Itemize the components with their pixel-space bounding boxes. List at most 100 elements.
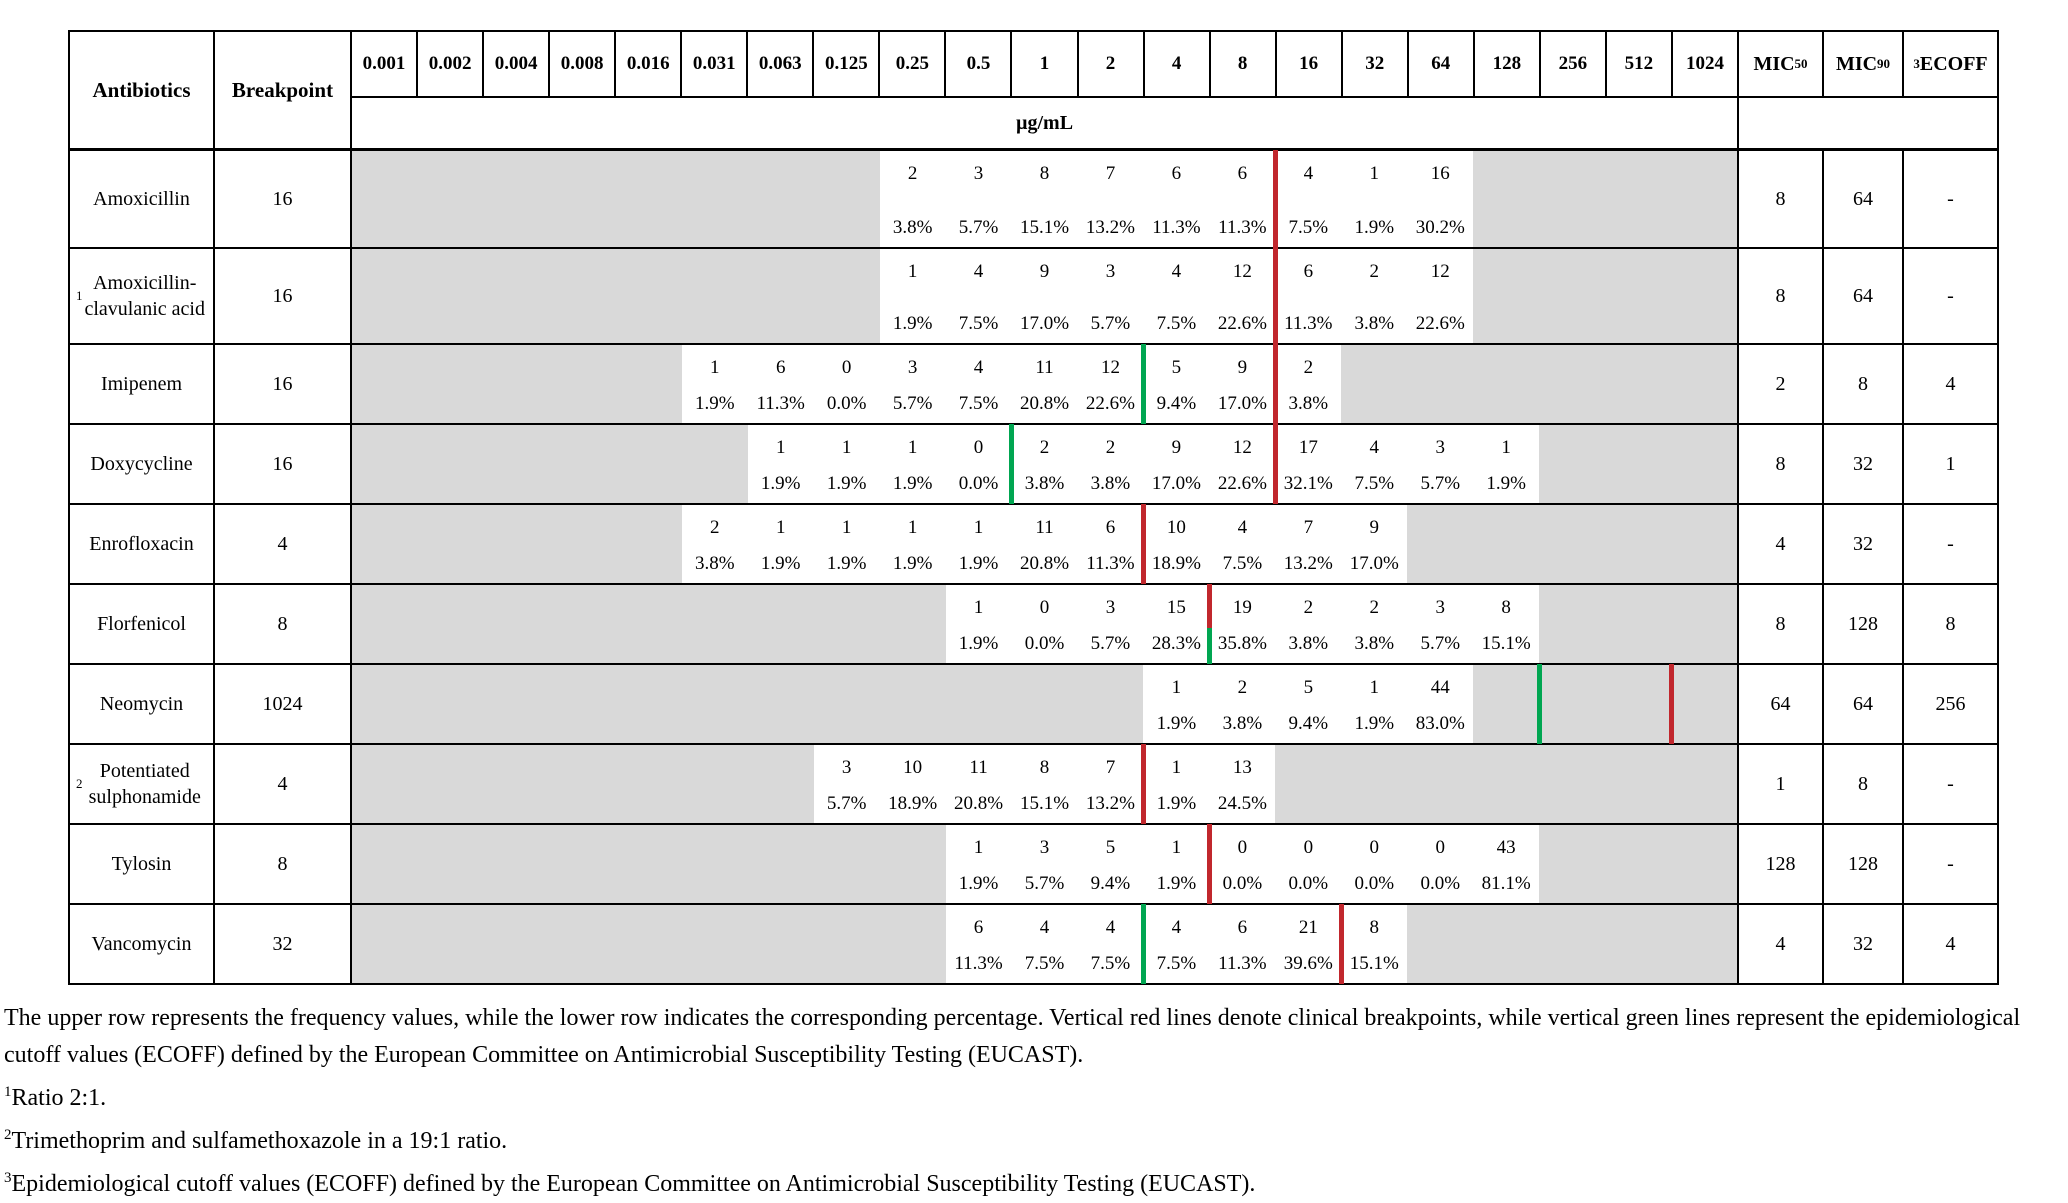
mic-count-cell: 2 3.8% [880, 151, 946, 247]
ecoff-cell: 1 [1945, 452, 1956, 475]
mic-count-cell: 12 22.6% [1209, 249, 1275, 343]
mic90-cell: 64 [1824, 249, 1904, 343]
ecoff-cell: 4 [1945, 372, 1956, 395]
ecoff-line [1206, 627, 1212, 664]
footnotes: The upper row represents the frequency v… [4, 1000, 2064, 1203]
shaded-cell [549, 505, 616, 583]
mic-distribution-band: 2 3.8% 3 5.7% 8 15.1% 7 13.2% 6 11.3% 6 11.3% 4 7.5% 1… [352, 150, 1739, 248]
shaded-cell [352, 585, 418, 663]
percentage-value: 11.3% [1218, 217, 1267, 238]
mic-count-cell: 4 7.5% [1341, 425, 1407, 503]
mic-count-cell: 3 5.7% [1077, 585, 1143, 663]
shaded-cell [879, 585, 946, 663]
frequency-value: 2 [1369, 261, 1380, 282]
shaded-cell [615, 585, 682, 663]
frequency-value: 0 [1039, 597, 1050, 618]
shaded-cell [1407, 345, 1474, 423]
mic-count-cell: 7 13.2% [1077, 151, 1143, 247]
frequency-value: 13 [1232, 757, 1252, 778]
mic90-cell: 32 [1824, 505, 1904, 583]
shaded-cell [352, 345, 418, 423]
mic-count-cell: 3 5.7% [814, 745, 880, 823]
conc-header-cell: 0.016 [616, 32, 683, 96]
frequency-value: 12 [1232, 437, 1252, 458]
shaded-cell [813, 825, 880, 903]
mic-distribution-band: 1 1.9% 0 0.0% 3 5.7% 15 28.3% 19 35.8% 2 3.8% 2 3.8% 3… [352, 584, 1739, 664]
frequency-value: 4 [1369, 437, 1380, 458]
frequency-value: 0 [841, 357, 852, 378]
percentage-value: 24.5% [1217, 793, 1267, 814]
mic-count-cell: 2 3.8% [1341, 249, 1407, 343]
mic-count-cell: 6 11.3% [748, 345, 814, 423]
mic-count-cell: 2 3.8% [1012, 425, 1078, 503]
percentage-value: 15.1% [1019, 217, 1070, 238]
table-header: Antibiotics Breakpoint 0.001 0.002 0.004 0.… [70, 32, 1997, 151]
ecoff-header-cell: 3 ECOFF [1904, 32, 1997, 96]
shaded-cell [1605, 151, 1672, 247]
frequency-value: 1 [907, 261, 918, 282]
frequency-value: 9 [1369, 517, 1380, 538]
mic-distribution-band: 6 11.3% 4 7.5% 4 7.5% 4 7.5% 6 11.3% 21 39.6% 8 15.1% [352, 904, 1739, 984]
shaded-cell [615, 151, 682, 247]
mic-summary-header-spacer [1739, 98, 1997, 148]
antibiotic-name-cell: Neomycin [70, 665, 215, 743]
frequency-value: 7 [1105, 757, 1116, 778]
mic-count-cell: 2 3.8% [1341, 585, 1407, 663]
shaded-cell [747, 745, 814, 823]
shaded-cell [1539, 585, 1606, 663]
ecoff-cell: 8 [1945, 612, 1956, 635]
frequency-value: 5 [1303, 677, 1314, 698]
shaded-cell [549, 825, 616, 903]
shaded-cell [615, 905, 682, 983]
frequency-value: 3 [1435, 437, 1445, 458]
mic-distribution-band: 3 5.7% 10 18.9% 11 20.8% 8 15.1% 7 13.2% 1 1.9% 13 24… [352, 744, 1739, 824]
mic90-cell: 128 [1824, 585, 1904, 663]
frequency-value: 4 [973, 357, 984, 378]
breakpoint-cell: 1024 [215, 665, 352, 743]
frequency-value: 1 [907, 517, 918, 538]
frequency-value: 3 [841, 757, 852, 778]
percentage-value: 3.8% [1354, 313, 1395, 334]
shaded-cell [615, 425, 682, 503]
breakpoint-cell: 16 [215, 425, 352, 503]
shaded-cell [1473, 745, 1540, 823]
shaded-cell [615, 665, 682, 743]
percentage-value: 13.2% [1283, 553, 1333, 574]
mic-summary-header-group: MIC 50 MIC 90 3 ECOFF [1739, 32, 1997, 148]
antibiotic-row: Enrofloxacin 4 2 3.8% 1 1.9% 1 1.9% 1 1.9% 1 1.9% 11… [70, 503, 1997, 584]
percentage-value: 9.4% [1288, 713, 1329, 734]
mic-count-cell: 1 1.9% [814, 505, 880, 583]
percentage-value: 22.6% [1217, 313, 1267, 334]
shaded-cell [1605, 585, 1672, 663]
percentage-value: 1.9% [760, 553, 801, 574]
frequency-value: 2 [907, 163, 918, 184]
mic90-cell: 8 [1824, 745, 1904, 823]
shaded-cell [813, 249, 880, 343]
frequency-value: 3 [1039, 837, 1050, 858]
antibiotic-row: Tylosin 8 1 1.9% 3 5.7% 5 9.4% 1 1.9% 0 0.0% 0 0.0% 0 0… [70, 823, 1997, 904]
percentage-value: 7.5% [1090, 953, 1131, 974]
frequency-value: 1 [973, 517, 984, 538]
mic-count-cell: 21 39.6% [1275, 905, 1341, 983]
percentage-value: 83.0% [1415, 713, 1465, 734]
shaded-cell [1671, 151, 1738, 247]
frequency-value: 4 [973, 261, 984, 282]
percentage-value: 39.6% [1283, 953, 1333, 974]
mic50-cell: 64 [1739, 665, 1824, 743]
mic-count-cell: 1 1.9% [814, 425, 880, 503]
mic-count-cell: 1 1.9% [946, 505, 1012, 583]
percentage-value: 7.5% [1222, 553, 1263, 574]
mic90-cell: 64 [1824, 151, 1904, 247]
frequency-value: 10 [903, 757, 923, 778]
mic-distribution-table: Antibiotics Breakpoint 0.001 0.002 0.004 0.… [68, 30, 1999, 985]
shaded-cell [615, 249, 682, 343]
mic-count-cell: 3 5.7% [880, 345, 946, 423]
frequency-value: 4 [1303, 163, 1314, 184]
conc-header-cell: 64 [1409, 32, 1475, 96]
mic-count-cell: 19 35.8% [1209, 585, 1275, 663]
conc-header-cell: 0.001 [352, 32, 419, 96]
shaded-cell [747, 585, 814, 663]
mic-count-cell: 9 17.0% [1341, 505, 1407, 583]
shaded-cell [549, 745, 616, 823]
mic-count-cell: 11 20.8% [1012, 345, 1078, 423]
